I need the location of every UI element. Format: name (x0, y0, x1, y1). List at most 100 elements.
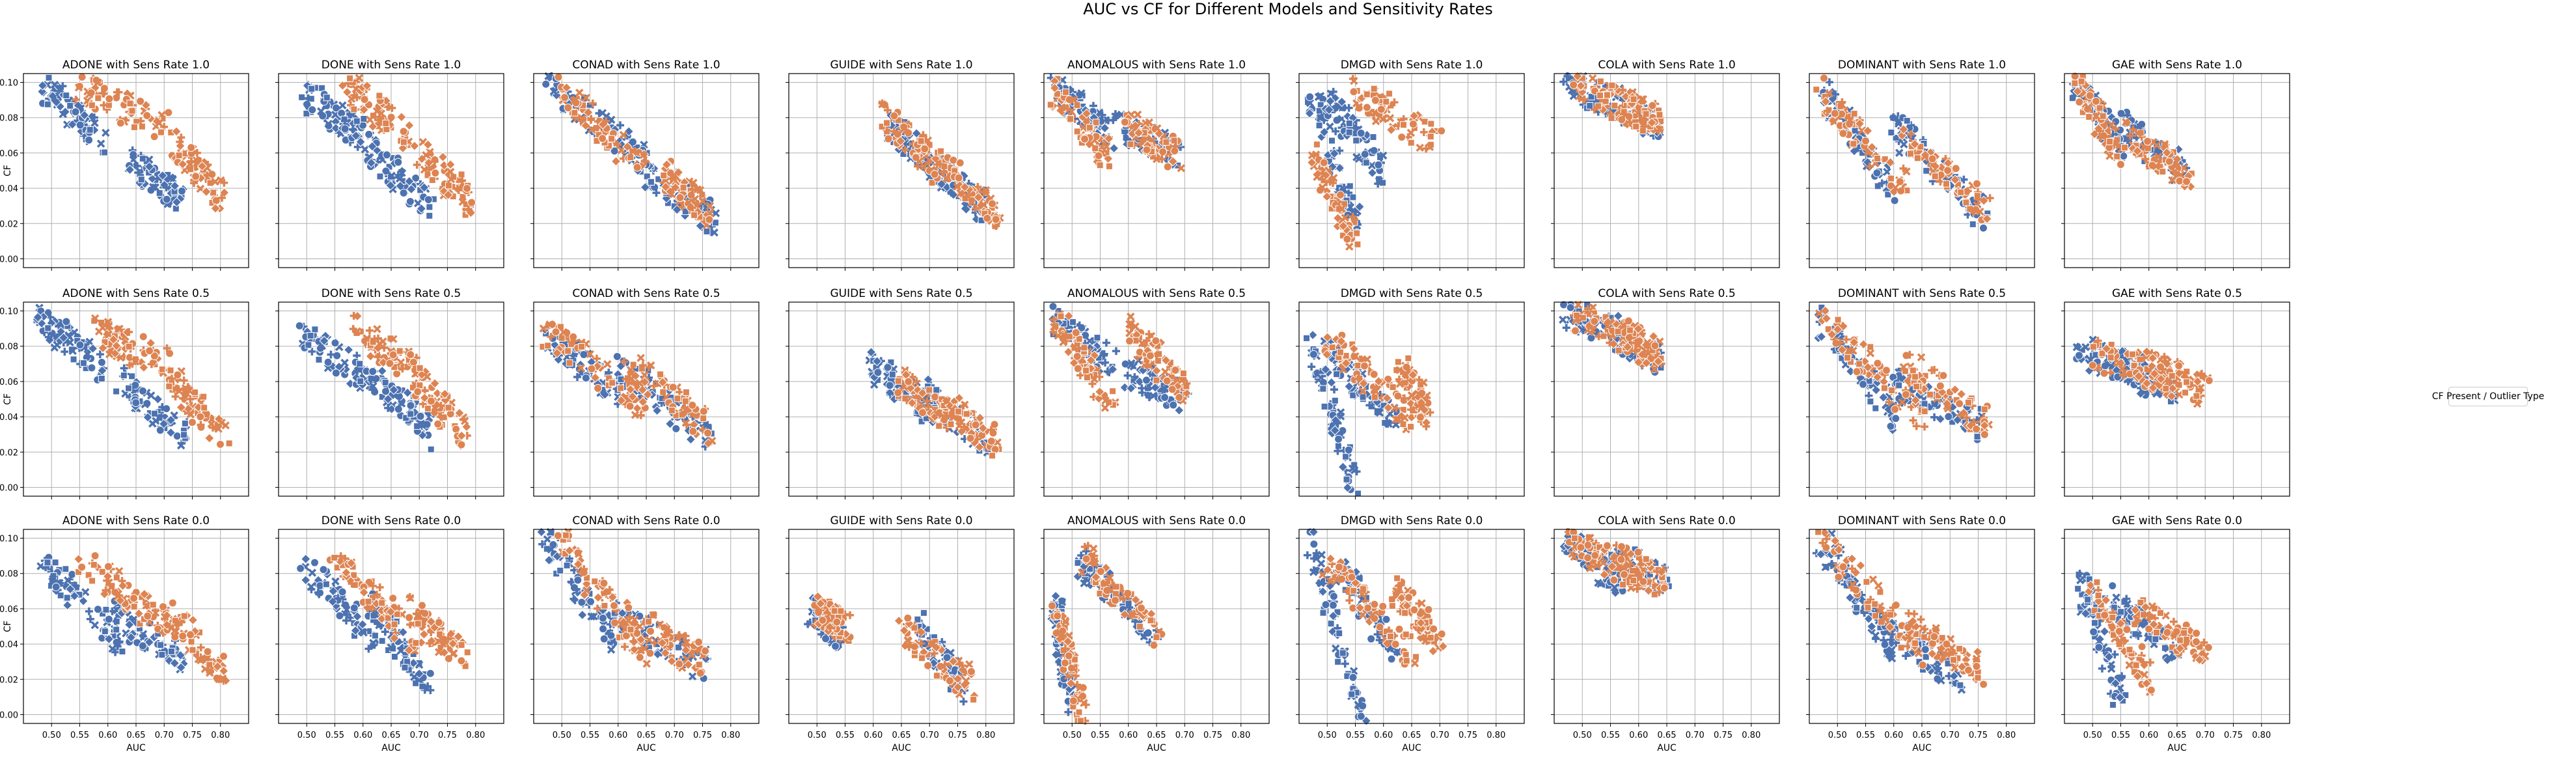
panel-title: ADONE with Sens Rate 1.0 (62, 59, 210, 72)
data-point-blue (133, 162, 141, 171)
data-point-orange (679, 184, 687, 191)
data-point-orange (989, 452, 996, 460)
data-point-orange (113, 88, 121, 96)
data-point-orange (598, 134, 607, 143)
data-point-blue (162, 195, 171, 204)
data-point-orange (1057, 313, 1065, 320)
data-point-orange (1394, 358, 1402, 366)
data-point-orange (398, 143, 408, 154)
data-point-orange (1096, 161, 1104, 169)
data-point-blue (147, 173, 158, 184)
data-point-blue (85, 135, 94, 145)
data-point-orange (137, 117, 145, 125)
y-tick-label: 0.00 (0, 255, 18, 264)
data-point-blue (348, 125, 357, 133)
data-point-blue (1331, 397, 1339, 404)
data-point-orange (955, 158, 965, 167)
data-point-blue (411, 174, 420, 183)
scatter-panel: GAE with Sens Rate 1.0 (2061, 59, 2290, 271)
data-point-blue (1586, 102, 1594, 109)
data-point-orange (1603, 91, 1611, 99)
data-point-orange (443, 189, 454, 201)
scatter-panel: GUIDE with Sens Rate 0.5 (786, 287, 1015, 499)
data-point-orange (125, 343, 133, 350)
data-point-orange (85, 90, 94, 99)
data-point-blue (162, 404, 171, 413)
data-point-blue (1345, 128, 1353, 136)
data-point-orange (203, 171, 212, 180)
y-tick-label: 0.06 (0, 378, 18, 387)
data-point-blue (361, 145, 370, 154)
data-point-orange (1957, 188, 1965, 196)
panel-title: ANOMALOUS with Sens Rate 1.0 (1067, 59, 1246, 72)
data-point-blue (308, 347, 316, 356)
data-point-orange (619, 130, 628, 139)
data-point-orange (884, 134, 893, 143)
data-point-orange (603, 359, 612, 369)
data-point-orange (660, 171, 668, 179)
data-point-orange (966, 434, 975, 443)
data-point-orange (197, 161, 208, 171)
data-point-orange (668, 406, 676, 414)
data-point-orange (426, 397, 435, 406)
data-point-blue (151, 183, 159, 191)
y-tick-label: 0.08 (0, 114, 18, 124)
data-point-orange (2096, 104, 2103, 112)
data-point-orange (360, 95, 369, 104)
data-point-orange (637, 354, 645, 362)
data-point-orange (1133, 110, 1142, 119)
data-point-orange (365, 326, 374, 335)
data-point-blue (311, 326, 319, 333)
data-point-orange (689, 426, 698, 436)
data-point-orange (617, 384, 625, 392)
data-point-orange (433, 419, 443, 428)
data-point-orange (1913, 154, 1921, 162)
data-point-orange (1630, 95, 1637, 103)
data-point-orange (1386, 90, 1393, 98)
panel-title: GUIDE with Sens Rate 0.5 (830, 287, 972, 300)
data-point-blue (1872, 169, 1882, 178)
data-point-orange (406, 350, 415, 359)
scatter-panel: ANOMALOUS with Sens Rate 0.5 (1041, 287, 1270, 499)
data-point-orange (218, 193, 226, 202)
data-point-blue (364, 130, 374, 139)
data-point-orange (425, 165, 433, 174)
data-point-blue (1887, 128, 1895, 136)
data-point-orange (581, 120, 591, 131)
data-point-orange (963, 410, 970, 418)
data-point-blue (1360, 150, 1369, 159)
scatter-panel: DONE with Sens Rate 1.0 (275, 59, 504, 271)
data-point-blue (616, 121, 624, 130)
data-point-blue (652, 189, 661, 197)
data-point-blue (1112, 347, 1120, 356)
panel-title: COLA with Sens Rate 0.5 (1598, 287, 1735, 300)
data-point-blue (338, 101, 347, 110)
data-point-orange (210, 203, 221, 214)
data-point-orange (445, 404, 452, 412)
data-point-blue (323, 94, 331, 102)
data-point-orange (1179, 369, 1187, 377)
data-point-orange (94, 94, 102, 102)
data-point-orange (1416, 413, 1425, 422)
data-point-orange (431, 169, 440, 178)
data-point-blue (353, 117, 361, 125)
data-point-orange (1830, 109, 1839, 118)
data-point-orange (609, 379, 616, 387)
data-point-blue (62, 317, 71, 326)
data-point-blue (98, 374, 105, 382)
data-point-orange (1062, 88, 1070, 96)
data-point-orange (446, 175, 456, 184)
data-point-orange (128, 107, 136, 115)
data-point-blue (1315, 122, 1323, 130)
data-point-orange (703, 428, 712, 438)
data-point-orange (883, 119, 891, 127)
data-point-orange (1813, 86, 1820, 94)
data-point-orange (463, 184, 472, 193)
data-point-blue (1362, 159, 1370, 167)
data-point-blue (873, 368, 883, 377)
data-point-blue (1102, 339, 1110, 347)
data-point-orange (355, 74, 364, 83)
data-point-blue (1349, 391, 1357, 399)
data-point-blue (90, 113, 98, 122)
data-point-orange (176, 137, 184, 146)
